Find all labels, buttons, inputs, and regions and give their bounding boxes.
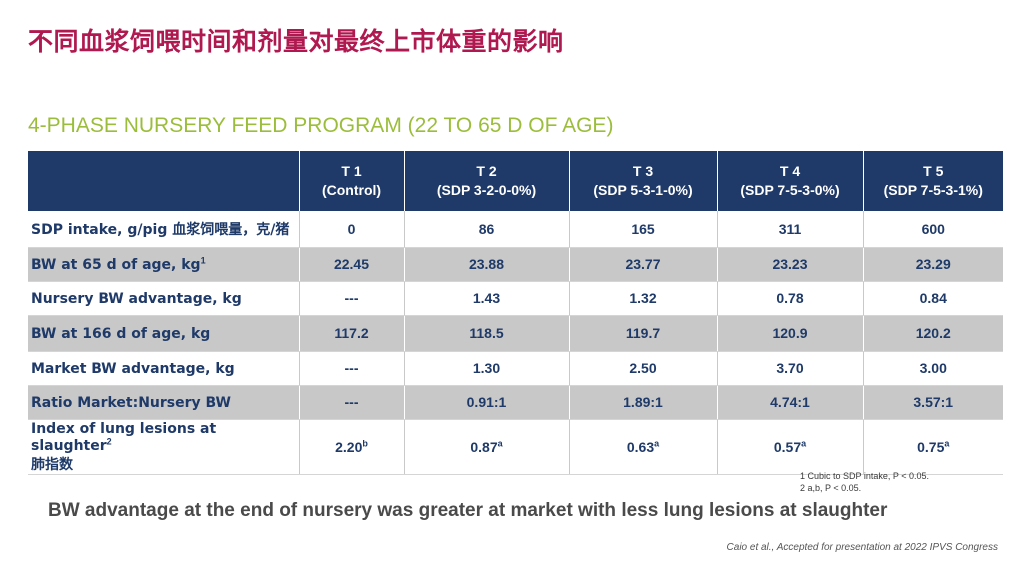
header-cell bbox=[28, 151, 300, 211]
value-cell: 3.00 bbox=[863, 351, 1003, 386]
value-cell: 22.45 bbox=[299, 247, 405, 282]
row-label: Ratio Market:Nursery BW bbox=[28, 385, 300, 420]
table-row: Index of lung lesions at slaughter2 肺指数 2.… bbox=[28, 419, 1003, 475]
value-cell: 1.30 bbox=[404, 351, 570, 386]
value-cell: 1.32 bbox=[569, 281, 718, 316]
value-cell: --- bbox=[299, 385, 405, 420]
value-cell: 0.84 bbox=[863, 281, 1003, 316]
footnote-2: 2 a,b, P < 0.05. bbox=[800, 483, 862, 493]
table-row: SDP intake, g/pig 血浆饲喂量，克/猪 0 86 165 311 600 bbox=[28, 211, 1003, 248]
value-cell: --- bbox=[299, 281, 405, 316]
value-cell: 0.57a bbox=[717, 419, 864, 475]
value-cell: 119.7 bbox=[569, 315, 718, 352]
table-row: Ratio Market:Nursery BW --- 0.91:1 1.89:1 4.… bbox=[28, 385, 1003, 420]
value-cell: 3.57:1 bbox=[863, 385, 1003, 420]
value-cell: 2.50 bbox=[569, 351, 718, 386]
header-cell-t2: T 2 (SDP 3-2-0-0%) bbox=[404, 151, 570, 211]
row-label: Index of lung lesions at slaughter2 肺指数 bbox=[28, 419, 300, 475]
citation: Caio et al., Accepted for presentation a… bbox=[726, 542, 998, 553]
footnote-1: 1 Cubic to SDP intake, P < 0.05. bbox=[800, 471, 929, 481]
row-label: Nursery BW advantage, kg bbox=[28, 281, 300, 316]
value-cell: 120.2 bbox=[863, 315, 1003, 352]
value-cell: 2.20b bbox=[299, 419, 405, 475]
row-label: BW at 166 d of age, kg bbox=[28, 315, 300, 352]
table-subtitle: 4-PHASE NURSERY FEED PROGRAM (22 TO 65 D… bbox=[28, 114, 614, 137]
table-header-row: T 1 (Control) T 2 (SDP 3-2-0-0%) T 3 (SDP 5… bbox=[28, 151, 1003, 211]
conclusion-text: BW advantage at the end of nursery was g… bbox=[48, 500, 888, 521]
row-label: SDP intake, g/pig 血浆饲喂量，克/猪 bbox=[28, 211, 300, 248]
row-label: Market BW advantage, kg bbox=[28, 351, 300, 386]
value-cell: 86 bbox=[404, 211, 570, 248]
value-cell: 0.75a bbox=[863, 419, 1003, 475]
page-title: 不同血浆饲喂时间和剂量对最终上市体重的影响 bbox=[28, 27, 564, 56]
value-cell: 4.74:1 bbox=[717, 385, 864, 420]
value-cell: 23.29 bbox=[863, 247, 1003, 282]
header-cell-t1: T 1 (Control) bbox=[299, 151, 405, 211]
value-cell: 0.87a bbox=[404, 419, 570, 475]
header-cell-t5: T 5 (SDP 7-5-3-1%) bbox=[863, 151, 1003, 211]
value-cell: 311 bbox=[717, 211, 864, 248]
value-cell: 165 bbox=[569, 211, 718, 248]
value-cell: 600 bbox=[863, 211, 1003, 248]
table-row: Market BW advantage, kg --- 1.30 2.50 3.70 3.… bbox=[28, 351, 1003, 386]
value-cell: 0.63a bbox=[569, 419, 718, 475]
value-cell: 1.89:1 bbox=[569, 385, 718, 420]
value-cell: 23.88 bbox=[404, 247, 570, 282]
value-cell: 0.91:1 bbox=[404, 385, 570, 420]
value-cell: 0 bbox=[299, 211, 405, 248]
header-cell-t4: T 4 (SDP 7-5-3-0%) bbox=[717, 151, 864, 211]
header-cell-t3: T 3 (SDP 5-3-1-0%) bbox=[569, 151, 718, 211]
value-cell: 120.9 bbox=[717, 315, 864, 352]
table-row: BW at 166 d of age, kg 117.2 118.5 119.7 120… bbox=[28, 315, 1003, 352]
value-cell: 3.70 bbox=[717, 351, 864, 386]
results-table: T 1 (Control) T 2 (SDP 3-2-0-0%) T 3 (SDP 5… bbox=[28, 151, 1003, 475]
value-cell: 1.43 bbox=[404, 281, 570, 316]
row-label: BW at 65 d of age, kg1 bbox=[28, 247, 300, 282]
table-row: BW at 65 d of age, kg1 22.45 23.88 23.77 23.… bbox=[28, 247, 1003, 282]
value-cell: 23.77 bbox=[569, 247, 718, 282]
value-cell: 118.5 bbox=[404, 315, 570, 352]
value-cell: 0.78 bbox=[717, 281, 864, 316]
footnotes: 1 Cubic to SDP intake, P < 0.05. 2 a,b, … bbox=[800, 470, 929, 494]
value-cell: 23.23 bbox=[717, 247, 864, 282]
table-row: Nursery BW advantage, kg --- 1.43 1.32 0.78 0… bbox=[28, 281, 1003, 316]
value-cell: 117.2 bbox=[299, 315, 405, 352]
value-cell: --- bbox=[299, 351, 405, 386]
